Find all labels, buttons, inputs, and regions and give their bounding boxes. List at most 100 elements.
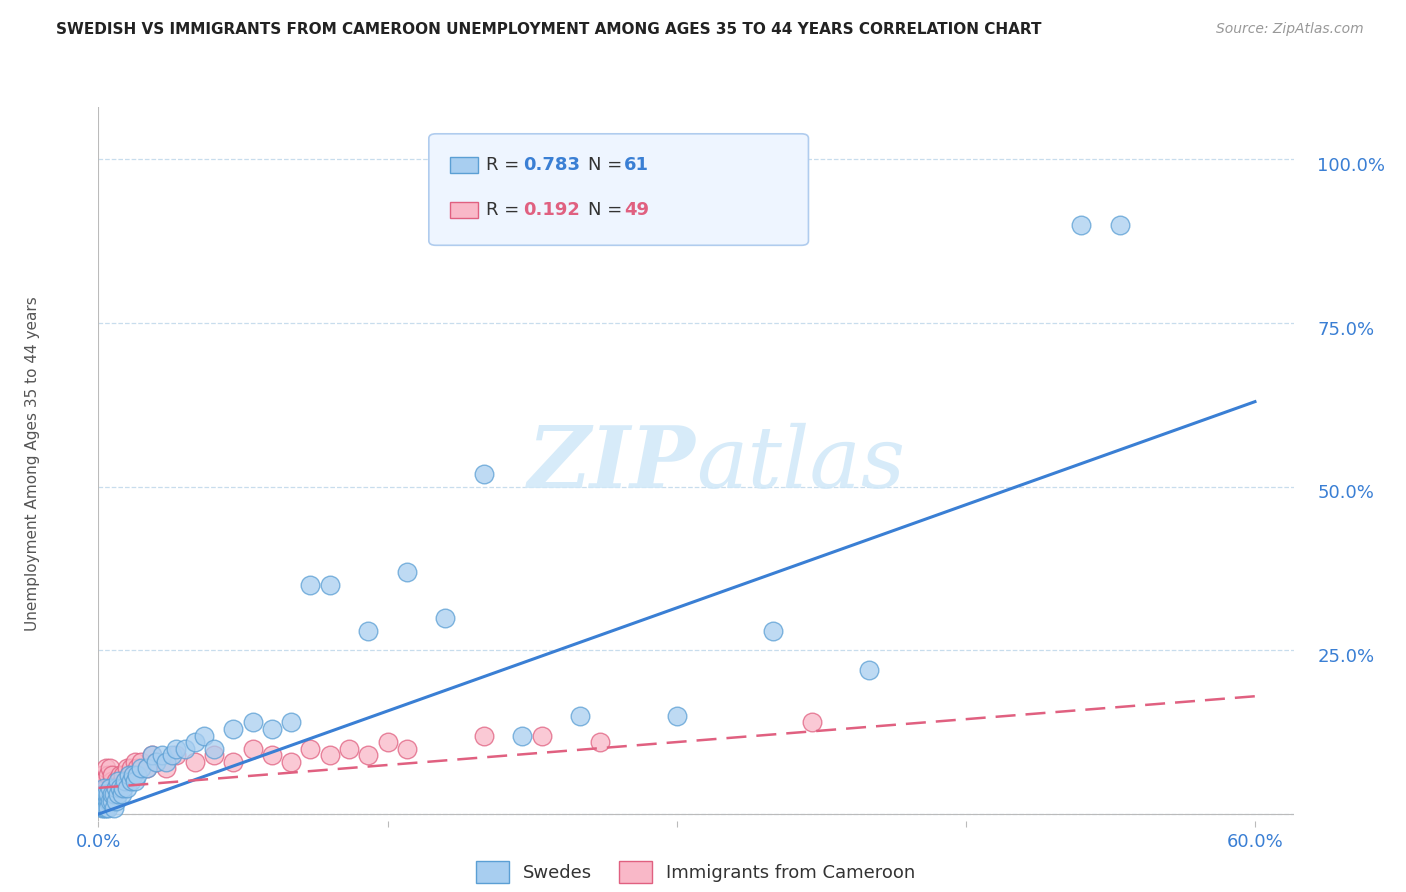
Point — [101, 774, 124, 789]
Point — [89, 794, 111, 808]
Point — [1109, 218, 1132, 232]
Point — [118, 768, 141, 782]
Point — [395, 741, 418, 756]
Point — [114, 774, 136, 789]
Point — [184, 735, 207, 749]
Point — [174, 741, 197, 756]
Point — [299, 741, 322, 756]
Text: atlas: atlas — [696, 423, 905, 505]
Legend: Swedes, Immigrants from Cameroon: Swedes, Immigrants from Cameroon — [470, 854, 922, 890]
Text: 100.0%: 100.0% — [1317, 157, 1385, 175]
Point — [165, 748, 187, 763]
Point — [118, 768, 141, 782]
Point — [98, 780, 121, 795]
Point — [103, 800, 125, 814]
Point — [150, 748, 173, 763]
Text: 50.0%: 50.0% — [1317, 484, 1374, 502]
Point — [89, 788, 111, 802]
Point — [93, 788, 115, 802]
Point — [89, 774, 111, 789]
Point — [97, 788, 120, 802]
Text: SWEDISH VS IMMIGRANTS FROM CAMEROON UNEMPLOYMENT AMONG AGES 35 TO 44 YEARS CORRE: SWEDISH VS IMMIGRANTS FROM CAMEROON UNEM… — [56, 22, 1042, 37]
Point — [800, 715, 823, 730]
Point — [319, 578, 342, 592]
Point — [117, 780, 139, 795]
Point — [108, 768, 131, 782]
Point — [120, 774, 142, 789]
Text: 0.783: 0.783 — [523, 156, 581, 174]
Point — [129, 761, 152, 775]
Point — [122, 768, 145, 782]
Point — [395, 565, 418, 579]
Text: ZIP: ZIP — [529, 422, 696, 506]
Point — [472, 729, 495, 743]
Point — [222, 755, 245, 769]
Point — [112, 780, 135, 795]
Point — [530, 729, 553, 743]
Point — [101, 794, 124, 808]
Point — [103, 788, 125, 802]
Point — [588, 735, 610, 749]
Point — [98, 780, 121, 795]
Point — [135, 761, 157, 775]
Point — [93, 780, 115, 795]
Point — [165, 741, 187, 756]
Point — [94, 794, 117, 808]
Point — [97, 794, 120, 808]
Text: Source: ZipAtlas.com: Source: ZipAtlas.com — [1216, 22, 1364, 37]
Point — [135, 761, 157, 775]
Point — [110, 788, 132, 802]
Point — [357, 624, 380, 638]
Point — [193, 729, 215, 743]
Point — [242, 741, 264, 756]
Text: 0.192: 0.192 — [523, 201, 579, 219]
Point — [299, 578, 322, 592]
Point — [107, 780, 129, 795]
Point — [94, 788, 117, 802]
Text: N =: N = — [588, 201, 627, 219]
Point — [97, 788, 120, 802]
Text: 49: 49 — [624, 201, 650, 219]
Point — [260, 722, 283, 736]
Point — [124, 774, 146, 789]
Text: R =: R = — [486, 201, 526, 219]
Point — [125, 768, 148, 782]
Point — [260, 748, 283, 763]
Point — [94, 800, 117, 814]
Point — [141, 748, 163, 763]
Point — [97, 768, 120, 782]
Point — [108, 780, 131, 795]
Point — [665, 709, 688, 723]
Point — [858, 663, 880, 677]
Point — [104, 794, 127, 808]
Text: Unemployment Among Ages 35 to 44 years: Unemployment Among Ages 35 to 44 years — [25, 296, 41, 632]
Text: 61: 61 — [624, 156, 650, 174]
Point — [117, 761, 139, 775]
Point — [94, 761, 117, 775]
Point — [93, 800, 115, 814]
Point — [155, 761, 177, 775]
Text: R =: R = — [486, 156, 526, 174]
Point — [242, 715, 264, 730]
Point — [94, 780, 117, 795]
Point — [762, 624, 785, 638]
Point — [222, 722, 245, 736]
Point — [122, 768, 145, 782]
Point — [202, 748, 225, 763]
Point — [91, 780, 114, 795]
Point — [125, 761, 148, 775]
Text: N =: N = — [588, 156, 627, 174]
Point — [337, 741, 360, 756]
Point — [280, 715, 302, 730]
Point — [145, 755, 167, 769]
Point — [569, 709, 592, 723]
Point — [101, 788, 124, 802]
Point — [184, 755, 207, 769]
Point — [91, 800, 114, 814]
Point — [129, 755, 152, 769]
Point — [107, 774, 129, 789]
Point — [91, 768, 114, 782]
Point — [434, 610, 457, 624]
Point — [114, 774, 136, 789]
Point — [377, 735, 399, 749]
